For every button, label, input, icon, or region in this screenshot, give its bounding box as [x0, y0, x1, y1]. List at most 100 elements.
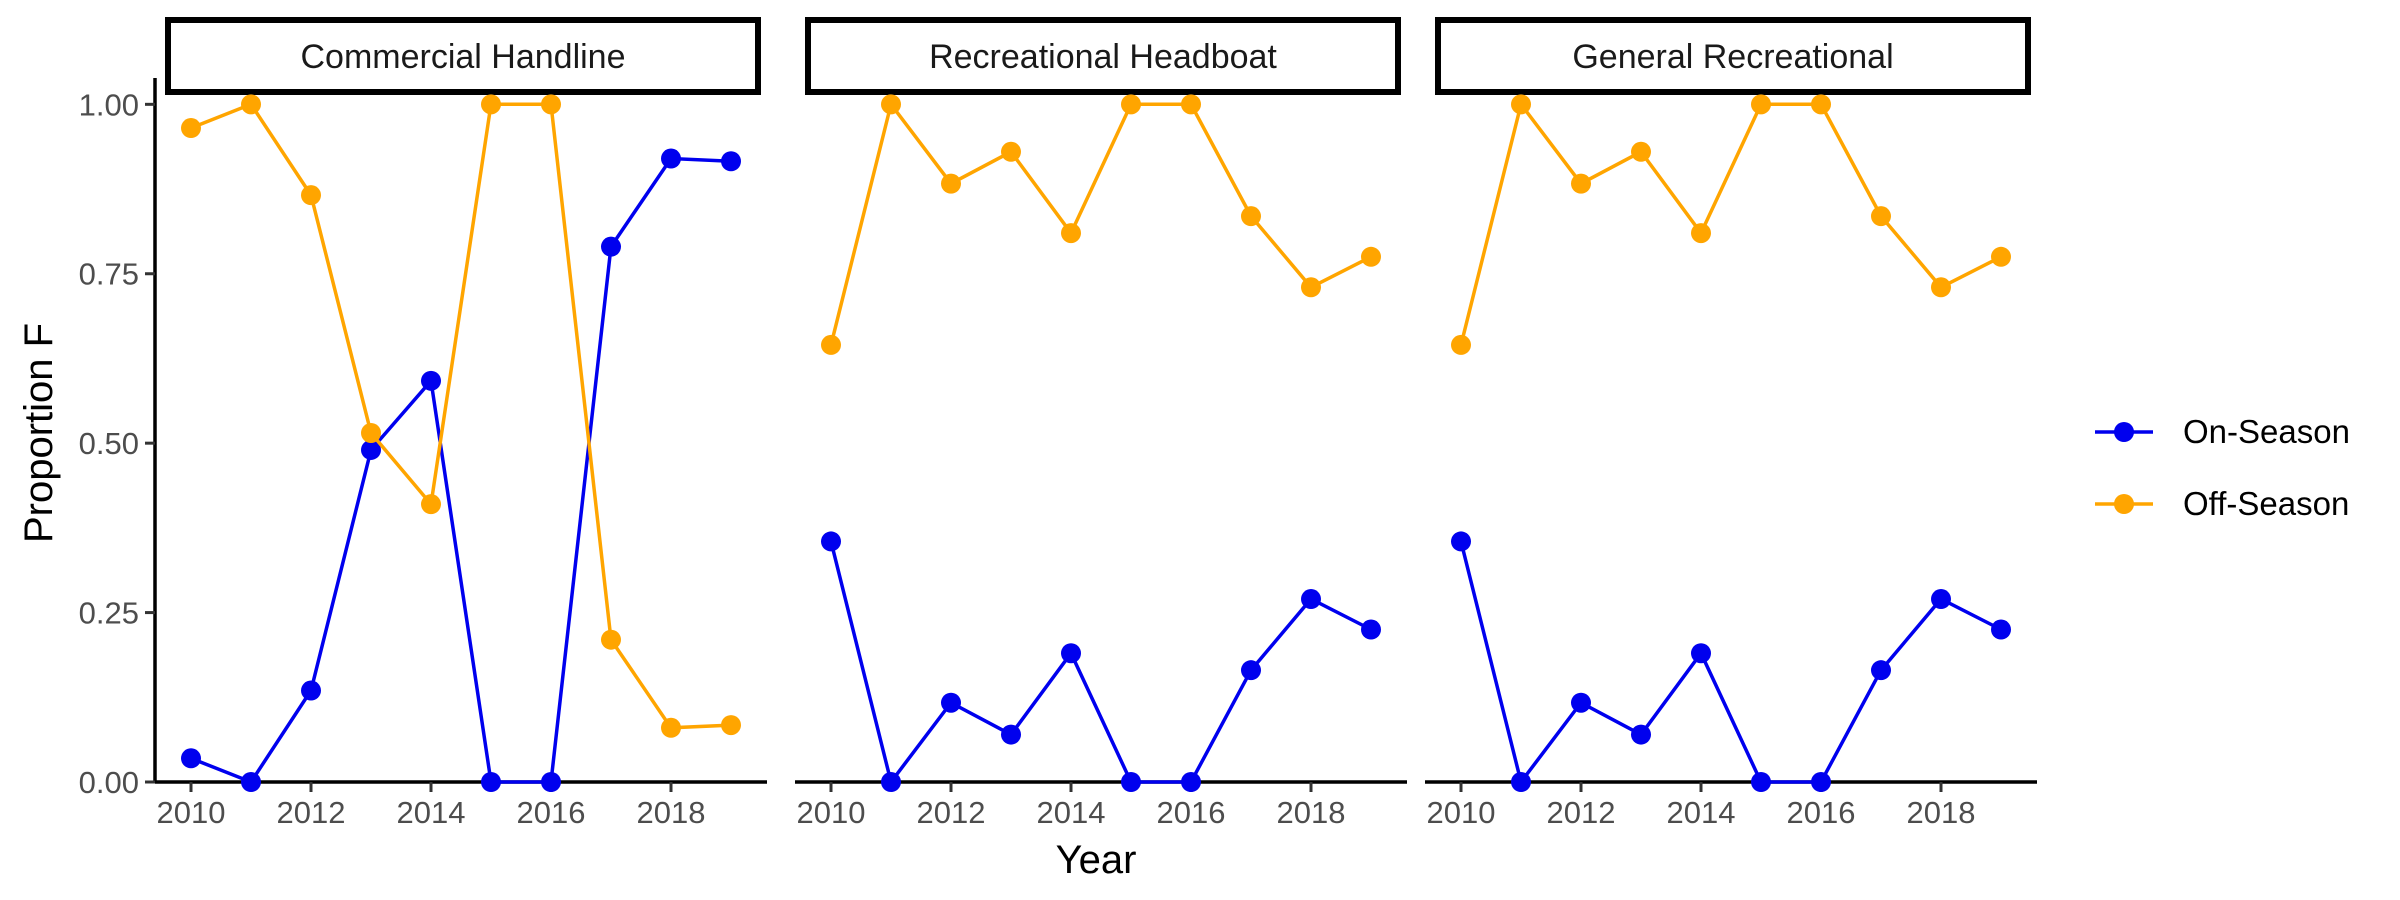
- data-point: [1451, 531, 1471, 552]
- legend-key-point: [2114, 422, 2134, 442]
- data-point: [661, 148, 681, 169]
- data-point: [181, 748, 201, 769]
- data-point: [1631, 141, 1651, 162]
- x-tick-label: 2018: [637, 795, 706, 830]
- x-tick-label: 2016: [1157, 795, 1226, 830]
- facet-title: General Recreational: [1572, 38, 1893, 76]
- data-point: [821, 334, 841, 355]
- x-tick-label: 2012: [917, 795, 986, 830]
- legend-key-point: [2114, 494, 2134, 514]
- data-point: [301, 680, 321, 701]
- x-tick-label: 2016: [517, 795, 586, 830]
- data-point: [1751, 772, 1771, 792]
- data-point: [181, 118, 201, 139]
- data-point: [421, 370, 441, 391]
- data-point: [721, 151, 741, 172]
- data-point: [1061, 643, 1081, 664]
- legend-item: On-Season: [2095, 413, 2350, 450]
- series-line: [1459, 100, 2002, 346]
- x-tick-label: 2016: [1787, 795, 1856, 830]
- y-tick-label: 0.25: [79, 596, 139, 631]
- data-point: [541, 772, 561, 792]
- x-tick-label: 2014: [1667, 795, 1736, 830]
- facet-strip: [1435, 17, 2031, 95]
- x-tick-label: 2012: [1547, 795, 1616, 830]
- data-point: [541, 94, 561, 115]
- x-tick-label: 2012: [277, 795, 346, 830]
- data-point: [1301, 589, 1321, 610]
- x-tick-label: 2014: [397, 795, 466, 830]
- data-point: [1931, 589, 1951, 610]
- panel: General Recreational 2010 2012 2014 2016 2018: [1425, 17, 2037, 830]
- data-point: [1691, 223, 1711, 244]
- data-point: [1301, 277, 1321, 298]
- legend-item: Off-Season: [2095, 485, 2349, 522]
- data-point: [1061, 223, 1081, 244]
- facet-title: Commercial Handline: [300, 38, 625, 76]
- series-line: [829, 100, 1372, 346]
- y-axis-title: Proportion F: [17, 323, 61, 543]
- data-point: [241, 772, 261, 792]
- data-point: [481, 94, 501, 115]
- data-point: [1871, 660, 1891, 681]
- series-line: [1459, 540, 2002, 786]
- facet-strip: [165, 17, 761, 95]
- data-point: [1631, 724, 1651, 745]
- panel: Recreational Headboat 2010 2012 2014 2016 201…: [795, 17, 1407, 830]
- data-point: [821, 531, 841, 552]
- data-point: [941, 173, 961, 194]
- data-point: [1931, 277, 1951, 298]
- series-line: [190, 156, 732, 785]
- data-point: [1871, 206, 1891, 227]
- data-point: [1991, 619, 2011, 640]
- data-point: [601, 629, 621, 650]
- data-point: [1001, 724, 1021, 745]
- panels-layer: Commercial Handline 2010 2012 2014 2016 2018 R…: [155, 17, 2037, 830]
- x-tick-label: 2018: [1907, 795, 1976, 830]
- series-line: [829, 540, 1372, 786]
- y-tick-label: 1.00: [79, 87, 139, 122]
- data-point: [1571, 692, 1591, 713]
- data-point: [361, 423, 381, 443]
- data-point: [241, 94, 261, 115]
- data-point: [1361, 246, 1381, 267]
- data-point: [421, 494, 441, 515]
- data-point: [721, 715, 741, 736]
- x-tick-label: 2010: [157, 795, 226, 830]
- data-point: [301, 185, 321, 206]
- x-tick-label: 2014: [1037, 795, 1106, 830]
- data-point: [661, 717, 681, 738]
- data-point: [1991, 246, 2011, 267]
- data-point: [1121, 772, 1141, 792]
- data-point: [1571, 173, 1591, 194]
- data-point: [1451, 334, 1471, 355]
- legend-label: Off-Season: [2183, 485, 2349, 522]
- panel: Commercial Handline 2010 2012 2014 2016 2018: [155, 17, 767, 830]
- data-point: [941, 692, 961, 713]
- data-point: [1181, 94, 1201, 115]
- data-point: [881, 772, 901, 792]
- data-point: [1511, 94, 1531, 115]
- legend: On-Season Off-Season: [2095, 413, 2350, 522]
- data-point: [1811, 772, 1831, 792]
- facet-title: Recreational Headboat: [929, 38, 1277, 76]
- data-point: [1001, 141, 1021, 162]
- data-point: [881, 94, 901, 115]
- legend-label: On-Season: [2183, 413, 2350, 450]
- data-point: [481, 772, 501, 792]
- data-point: [1361, 619, 1381, 640]
- x-tick-label: 2010: [1427, 795, 1496, 830]
- x-axis-title: Year: [1056, 838, 1137, 882]
- x-tick-label: 2010: [797, 795, 866, 830]
- y-axis: 0.00 0.25 0.50 0.75 1.00: [79, 78, 157, 800]
- data-point: [1181, 772, 1201, 792]
- data-point: [1811, 94, 1831, 115]
- data-point: [1691, 643, 1711, 664]
- y-tick-label: 0.00: [79, 765, 139, 800]
- y-tick-label: 0.50: [79, 426, 139, 461]
- data-point: [1241, 206, 1261, 227]
- y-tick-label: 0.75: [79, 257, 139, 292]
- data-point: [1751, 94, 1771, 115]
- data-point: [601, 236, 621, 257]
